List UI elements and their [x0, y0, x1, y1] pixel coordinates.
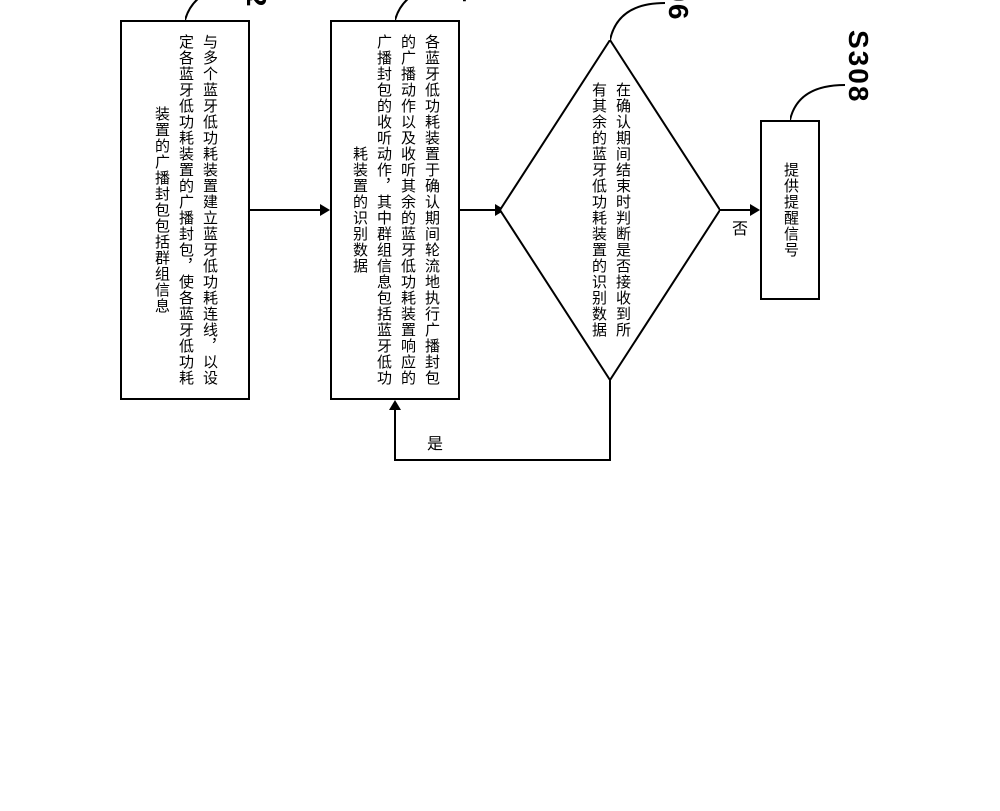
step-s302: 与多个蓝牙低功耗装置建立蓝牙低功耗连线，以设定各蓝牙低功耗装置的广播封包，使各蓝…: [120, 20, 250, 400]
step-s306: 在确认期间结束时判断是否接收到所有其余的蓝牙低功耗装置的识别数据: [500, 40, 720, 380]
branch-yes: 是: [420, 435, 444, 451]
flowchart: 与多个蓝牙低功耗装置建立蓝牙低功耗连线，以设定各蓝牙低功耗装置的广播封包，使各蓝…: [120, 20, 840, 790]
arrow-s304-s306: [460, 200, 505, 220]
step-s304: 各蓝牙低功耗装置于确认期间轮流地执行广播封包的广播动作以及收听其余的蓝牙低功耗装…: [330, 20, 460, 400]
leader-s306: [610, 0, 665, 40]
step-label-s302: S302: [242, 0, 274, 3]
step-label-s306: S306: [662, 0, 694, 21]
step-s304-text: 各蓝牙低功耗装置于确认期间轮流地执行广播封包的广播动作以及收听其余的蓝牙低功耗装…: [343, 22, 447, 398]
arrow-s306-s308: [720, 200, 760, 220]
step-label-s308: S308: [842, 30, 874, 103]
leader-s308: [790, 80, 845, 120]
step-s308: 提供提醒信号: [760, 120, 820, 300]
step-label-s304: S304: [452, 0, 484, 3]
leader-s302: [185, 0, 245, 20]
arrow-s306-loop: [385, 380, 620, 470]
step-s308-text: 提供提醒信号: [774, 156, 806, 264]
arrow-s302-s304: [250, 200, 330, 220]
leader-s304: [395, 0, 455, 20]
branch-no: 否: [725, 220, 749, 236]
step-s302-text: 与多个蓝牙低功耗装置建立蓝牙低功耗连线，以设定各蓝牙低功耗装置的广播封包，使各蓝…: [145, 22, 225, 398]
step-s306-text: 在确认期间结束时判断是否接收到所有其余的蓝牙低功耗装置的识别数据: [582, 70, 638, 350]
